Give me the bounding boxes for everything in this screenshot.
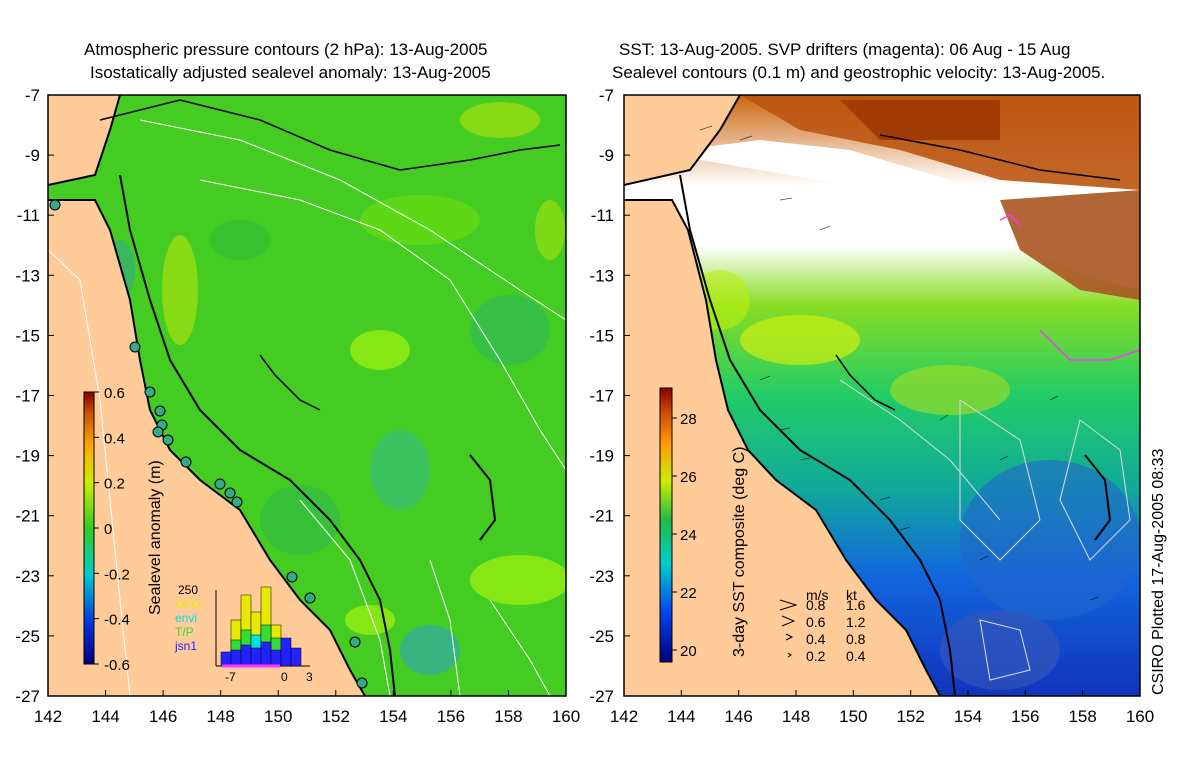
right-lat-tick-label: -23 — [589, 567, 614, 586]
velocity-legend-row1-kt: 1.6 — [846, 597, 866, 613]
right-lat-tick-label: -25 — [589, 627, 614, 646]
left-colorbar-tick: 0 — [104, 521, 112, 538]
right-colorbar-tick: 24 — [680, 527, 697, 544]
left-title-line2: Isostatically adjusted sealevel anomaly:… — [90, 63, 491, 82]
left-title-line1: Atmospheric pressure contours (2 hPa): 1… — [84, 40, 488, 59]
left-lat-tick-label: -15 — [15, 326, 40, 345]
left-lon-tick-label: 142 — [34, 707, 62, 726]
inset-legend-entry: T/P — [175, 625, 194, 639]
left-lon-tick-label: 146 — [149, 707, 177, 726]
right-lon-tick-label: 144 — [667, 707, 695, 726]
right-lon-tick-label: 150 — [839, 707, 867, 726]
velocity-legend-row2-ms: 0.6 — [806, 614, 826, 630]
right-lat-tick-label: -9 — [599, 146, 614, 165]
inset-ymax-label: 250 — [178, 583, 198, 597]
plot-credit-text: CSIRO Plotted 17-Aug-2005 08:33 — [1150, 449, 1167, 695]
left-map — [48, 95, 566, 696]
right-colorbar — [659, 387, 673, 663]
inset-bars — [220, 586, 302, 667]
inset-xtick-zero: 0 — [281, 670, 288, 684]
inset-legend-entry: jsn1 — [174, 639, 197, 653]
right-australia-land — [624, 200, 940, 696]
left-lon-tick-label: 148 — [206, 707, 234, 726]
velocity-legend-row2-kt: 1.2 — [846, 614, 866, 630]
right-lon-tick-label: 158 — [1068, 707, 1096, 726]
left-lon-tick-label: 150 — [264, 707, 292, 726]
left-colorbar-tick: -0.4 — [104, 612, 130, 629]
left-lat-tick-label: -11 — [17, 206, 40, 225]
left-lon-tick-label: 160 — [552, 707, 580, 726]
right-lat-tick-label: -7 — [599, 86, 614, 105]
left-colorbar-label: Sealevel anomaly (m) — [147, 460, 164, 615]
left-lat-tick-label: -23 — [15, 567, 40, 586]
right-lat-tick-label: -15 — [589, 326, 614, 345]
right-title-line2: Sealevel contours (0.1 m) and geostrophi… — [612, 63, 1106, 82]
velocity-legend-row3-kt: 0.8 — [846, 631, 866, 647]
left-shelf-contour — [119, 174, 396, 696]
geostrophic-velocity-arrows — [699, 125, 1099, 601]
left-lat-tick-label: -7 — [25, 86, 40, 105]
velocity-legend-row1-ms: 0.8 — [806, 597, 826, 613]
left-colorbar-tick: 0.6 — [104, 385, 125, 402]
left-lat-tick-label: -13 — [15, 266, 40, 285]
right-lat-tick-label: -13 — [589, 266, 614, 285]
left-lat-tick-label: -17 — [15, 387, 40, 406]
velocity-legend: m/s kt 0.8 1.6 0.6 1.2 0.4 0.8 0.2 0.4 — [779, 587, 866, 664]
right-lat-tick-label: -27 — [589, 687, 614, 706]
velocity-legend-kt-header: kt — [846, 587, 857, 603]
right-colorbar-tick: 28 — [680, 411, 697, 428]
velocity-legend-ms-header: m/s — [806, 587, 829, 603]
right-lon-tick-label: 146 — [724, 707, 752, 726]
right-title-line1: SST: 13-Aug-2005. SVP drifters (magenta)… — [619, 40, 1071, 59]
inset-xtick-max: 3 — [306, 670, 313, 684]
left-colorbar — [83, 391, 95, 665]
tide-gauge-stations — [49, 199, 368, 689]
left-lon-tick-label: 158 — [494, 707, 522, 726]
left-lat-tick-label: -21 — [15, 507, 40, 526]
inset-legend-entry: GFO — [175, 597, 201, 611]
left-australia-land — [48, 200, 365, 696]
velocity-legend-row4-kt: 0.4 — [846, 648, 866, 664]
inset-xtick-min: -7 — [225, 670, 236, 684]
left-lon-tick-label: 152 — [322, 707, 350, 726]
right-lon-tick-label: 160 — [1126, 707, 1154, 726]
svp-drifter-track — [1039, 329, 1140, 361]
right-coastline — [624, 199, 941, 696]
right-colorbar-tick: 26 — [680, 469, 697, 486]
velocity-legend-row3-ms: 0.4 — [806, 631, 826, 647]
left-colorbar-tick: -0.6 — [104, 657, 130, 674]
left-lat-tick-label: -9 — [25, 146, 40, 165]
right-colorbar-tick: 20 — [680, 643, 697, 660]
velocity-legend-row4-ms: 0.2 — [806, 648, 826, 664]
left-lat-tick-label: -25 — [15, 627, 40, 646]
right-lon-tick-label: 148 — [782, 707, 810, 726]
right-lat-tick-label: -19 — [589, 447, 614, 466]
left-lat-tick-label: -27 — [15, 687, 40, 706]
left-colorbar-tick: 0.4 — [104, 430, 125, 447]
left-colorbar-tick: 0.2 — [104, 476, 125, 493]
right-colorbar-label: 3-day SST composite (deg C) — [731, 447, 748, 657]
right-lon-tick-label: 142 — [610, 707, 638, 726]
right-lat-tick-label: -21 — [589, 507, 614, 526]
right-lon-tick-label: 152 — [896, 707, 924, 726]
left-lon-tick-label: 144 — [91, 707, 119, 726]
right-lon-tick-label: 156 — [1011, 707, 1039, 726]
left-lon-tick-label: 156 — [437, 707, 465, 726]
right-colorbar-tick: 22 — [680, 585, 697, 602]
right-map — [624, 95, 1140, 696]
left-lon-tick-label: 154 — [379, 707, 407, 726]
right-lon-tick-label: 154 — [954, 707, 982, 726]
right-lat-tick-label: -11 — [591, 206, 614, 225]
left-colorbar-tick: -0.2 — [104, 566, 130, 583]
right-lat-tick-label: -17 — [589, 387, 614, 406]
left-lat-tick-label: -19 — [15, 447, 40, 466]
inset-legend-entry: envi — [175, 611, 197, 625]
